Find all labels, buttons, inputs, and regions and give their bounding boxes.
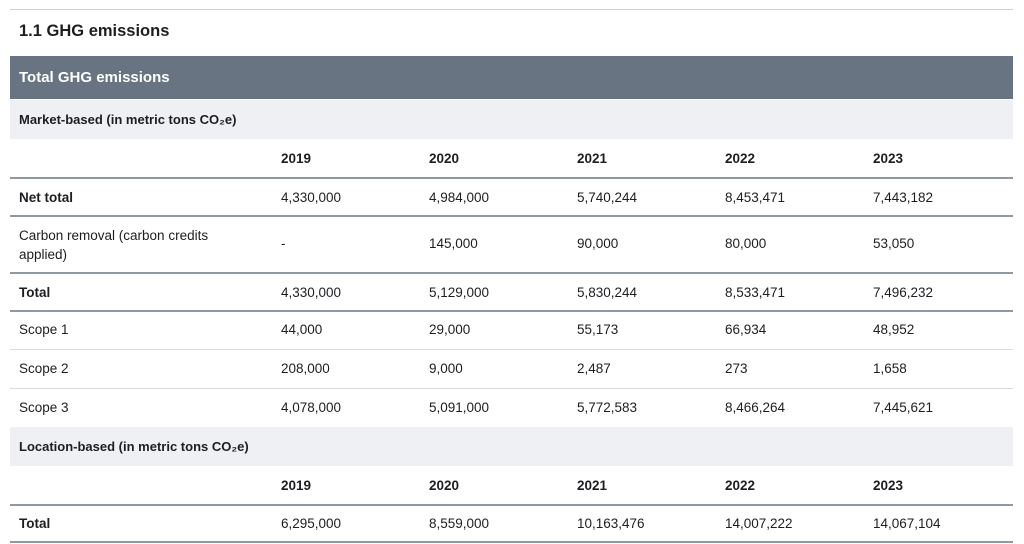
year-header-2021: 2021 xyxy=(577,151,608,166)
year-header-2023: 2023 xyxy=(873,478,904,493)
cell-2023: 7,445,621 xyxy=(873,400,934,415)
row-divider xyxy=(10,272,1013,274)
cell-2020: 8,559,000 xyxy=(429,516,490,531)
header-divider xyxy=(10,177,1013,179)
cell-2020: 145,000 xyxy=(429,236,478,251)
header-divider xyxy=(10,504,1013,506)
cell-2021: 5,830,244 xyxy=(577,285,638,300)
section-title: 1.1 GHG emissions xyxy=(19,22,170,40)
year-header-2023: 2023 xyxy=(873,151,904,166)
market-based-heading-row: Market-based (in metric tons CO₂e) xyxy=(10,100,1013,139)
market-years-header: 2019 2020 2021 2022 2023 xyxy=(10,139,1013,177)
cell-2020: 5,091,000 xyxy=(429,400,490,415)
cell-2023: 14,067,104 xyxy=(873,516,941,531)
cell-2022: 8,466,264 xyxy=(725,400,786,415)
market-based-heading: Market-based (in metric tons CO₂e) xyxy=(19,112,237,127)
location-years-header: 2019 2020 2021 2022 2023 xyxy=(10,466,1013,504)
cell-2021: 90,000 xyxy=(577,236,619,251)
row-label: Scope 3 xyxy=(19,400,69,415)
cell-2023: 48,952 xyxy=(873,322,915,337)
table-row: Carbon removal (carbon credits applied) … xyxy=(10,217,1013,272)
row-divider xyxy=(10,310,1013,312)
cell-2022: 66,934 xyxy=(725,322,767,337)
row-label: Net total xyxy=(19,190,73,205)
cell-2022: 80,000 xyxy=(725,236,767,251)
row-divider xyxy=(10,388,1013,389)
cell-2019: 4,078,000 xyxy=(281,400,342,415)
row-divider xyxy=(10,541,1013,543)
cell-2021: 10,163,476 xyxy=(577,516,645,531)
row-label: Scope 2 xyxy=(19,361,69,376)
cell-2023: 7,496,232 xyxy=(873,285,934,300)
cell-2019: 4,330,000 xyxy=(281,190,342,205)
row-divider xyxy=(10,215,1013,217)
year-header-2019: 2019 xyxy=(281,151,312,166)
row-label: Total xyxy=(19,516,51,531)
row-divider xyxy=(10,349,1013,350)
table-row: Scope 2 208,000 9,000 2,487 273 1,658 xyxy=(10,350,1013,388)
table-title-bar: Total GHG emissions xyxy=(10,56,1013,99)
table-row: Scope 3 4,078,000 5,091,000 5,772,583 8,… xyxy=(10,389,1013,427)
cell-2023: 7,443,182 xyxy=(873,190,934,205)
top-divider xyxy=(10,9,1013,10)
table-row: Total 6,295,000 8,559,000 10,163,476 14,… xyxy=(10,506,1013,542)
year-header-2022: 2022 xyxy=(725,151,756,166)
location-based-heading-row: Location-based (in metric tons CO₂e) xyxy=(10,427,1013,466)
cell-2020: 29,000 xyxy=(429,322,471,337)
cell-2019: 4,330,000 xyxy=(281,285,342,300)
cell-2019: - xyxy=(281,236,286,251)
cell-2020: 4,984,000 xyxy=(429,190,490,205)
cell-2022: 8,533,471 xyxy=(725,285,786,300)
cell-2020: 5,129,000 xyxy=(429,285,490,300)
cell-2022: 8,453,471 xyxy=(725,190,786,205)
cell-2020: 9,000 xyxy=(429,361,463,376)
row-label: Carbon removal (carbon credits applied) xyxy=(19,228,209,262)
cell-2023: 1,658 xyxy=(873,361,907,376)
cell-2021: 5,740,244 xyxy=(577,190,638,205)
cell-2021: 2,487 xyxy=(577,361,611,376)
cell-2023: 53,050 xyxy=(873,236,915,251)
year-header-2019: 2019 xyxy=(281,478,312,493)
row-label: Total xyxy=(19,285,51,300)
year-header-2021: 2021 xyxy=(577,478,608,493)
cell-2021: 5,772,583 xyxy=(577,400,638,415)
cell-2022: 273 xyxy=(725,361,748,376)
cell-2022: 14,007,222 xyxy=(725,516,793,531)
cell-2019: 6,295,000 xyxy=(281,516,342,531)
cell-2021: 55,173 xyxy=(577,322,619,337)
cell-2019: 208,000 xyxy=(281,361,330,376)
year-header-2020: 2020 xyxy=(429,478,460,493)
table-row: Scope 1 44,000 29,000 55,173 66,934 48,9… xyxy=(10,312,1013,349)
row-label: Scope 1 xyxy=(19,322,69,337)
year-header-2020: 2020 xyxy=(429,151,460,166)
table-row: Net total 4,330,000 4,984,000 5,740,244 … xyxy=(10,179,1013,216)
cell-2019: 44,000 xyxy=(281,322,323,337)
table-title: Total GHG emissions xyxy=(19,69,170,86)
year-header-2022: 2022 xyxy=(725,478,756,493)
table-row: Total 4,330,000 5,129,000 5,830,244 8,53… xyxy=(10,274,1013,311)
location-based-heading: Location-based (in metric tons CO₂e) xyxy=(19,439,249,454)
